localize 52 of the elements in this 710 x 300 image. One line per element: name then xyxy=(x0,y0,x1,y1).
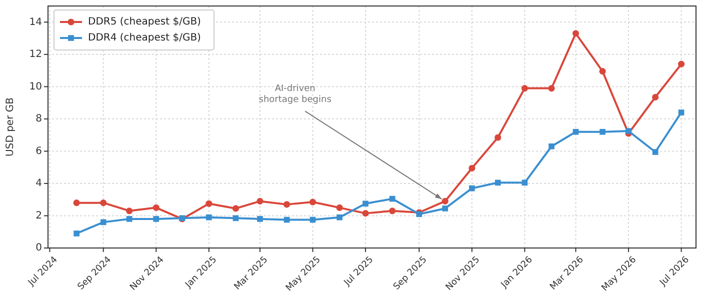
annotation: AI-driven shortage begins xyxy=(258,84,332,106)
point xyxy=(152,204,160,211)
point xyxy=(599,68,606,75)
point xyxy=(626,128,632,134)
point xyxy=(548,84,555,92)
y-tick-label: 14 xyxy=(29,16,42,28)
point xyxy=(362,200,368,207)
point xyxy=(257,216,263,222)
point xyxy=(494,180,501,186)
y-tick-label: 8 xyxy=(36,114,42,125)
point xyxy=(73,200,80,206)
point xyxy=(206,200,212,207)
point xyxy=(652,149,658,155)
point xyxy=(100,200,107,206)
point xyxy=(206,214,212,220)
y-tick-label: 4 xyxy=(36,178,42,190)
point xyxy=(678,110,684,116)
point xyxy=(548,143,554,150)
y-tick-label: 10 xyxy=(29,81,42,92)
point xyxy=(572,30,580,37)
point xyxy=(469,185,475,192)
point xyxy=(309,198,316,206)
point xyxy=(153,216,160,222)
point xyxy=(522,180,528,186)
point xyxy=(283,201,290,208)
point xyxy=(126,208,133,214)
point xyxy=(74,230,80,236)
point xyxy=(232,215,239,222)
point xyxy=(521,84,528,92)
point xyxy=(468,164,476,172)
point xyxy=(678,60,685,68)
point xyxy=(256,198,264,204)
point xyxy=(442,198,448,204)
point xyxy=(126,216,132,222)
legend-label: DDR4 (cheapest $/GB) xyxy=(88,32,202,44)
y-tick-label: 12 xyxy=(29,49,42,60)
point xyxy=(494,134,502,141)
point xyxy=(362,210,369,217)
y-tick-label: 0 xyxy=(36,242,42,254)
point xyxy=(652,94,659,100)
y-tick-label: 2 xyxy=(36,210,42,222)
point xyxy=(336,214,342,220)
point xyxy=(442,206,448,212)
y-axis-title: USD per GB xyxy=(5,97,16,156)
point xyxy=(232,205,240,212)
y-tick-label: 6 xyxy=(36,146,42,157)
point xyxy=(572,128,579,135)
point xyxy=(336,204,343,211)
legend-label: DDR5 (cheapest $/GB) xyxy=(88,16,202,28)
point xyxy=(100,219,106,226)
point xyxy=(600,128,606,135)
point xyxy=(389,208,396,214)
